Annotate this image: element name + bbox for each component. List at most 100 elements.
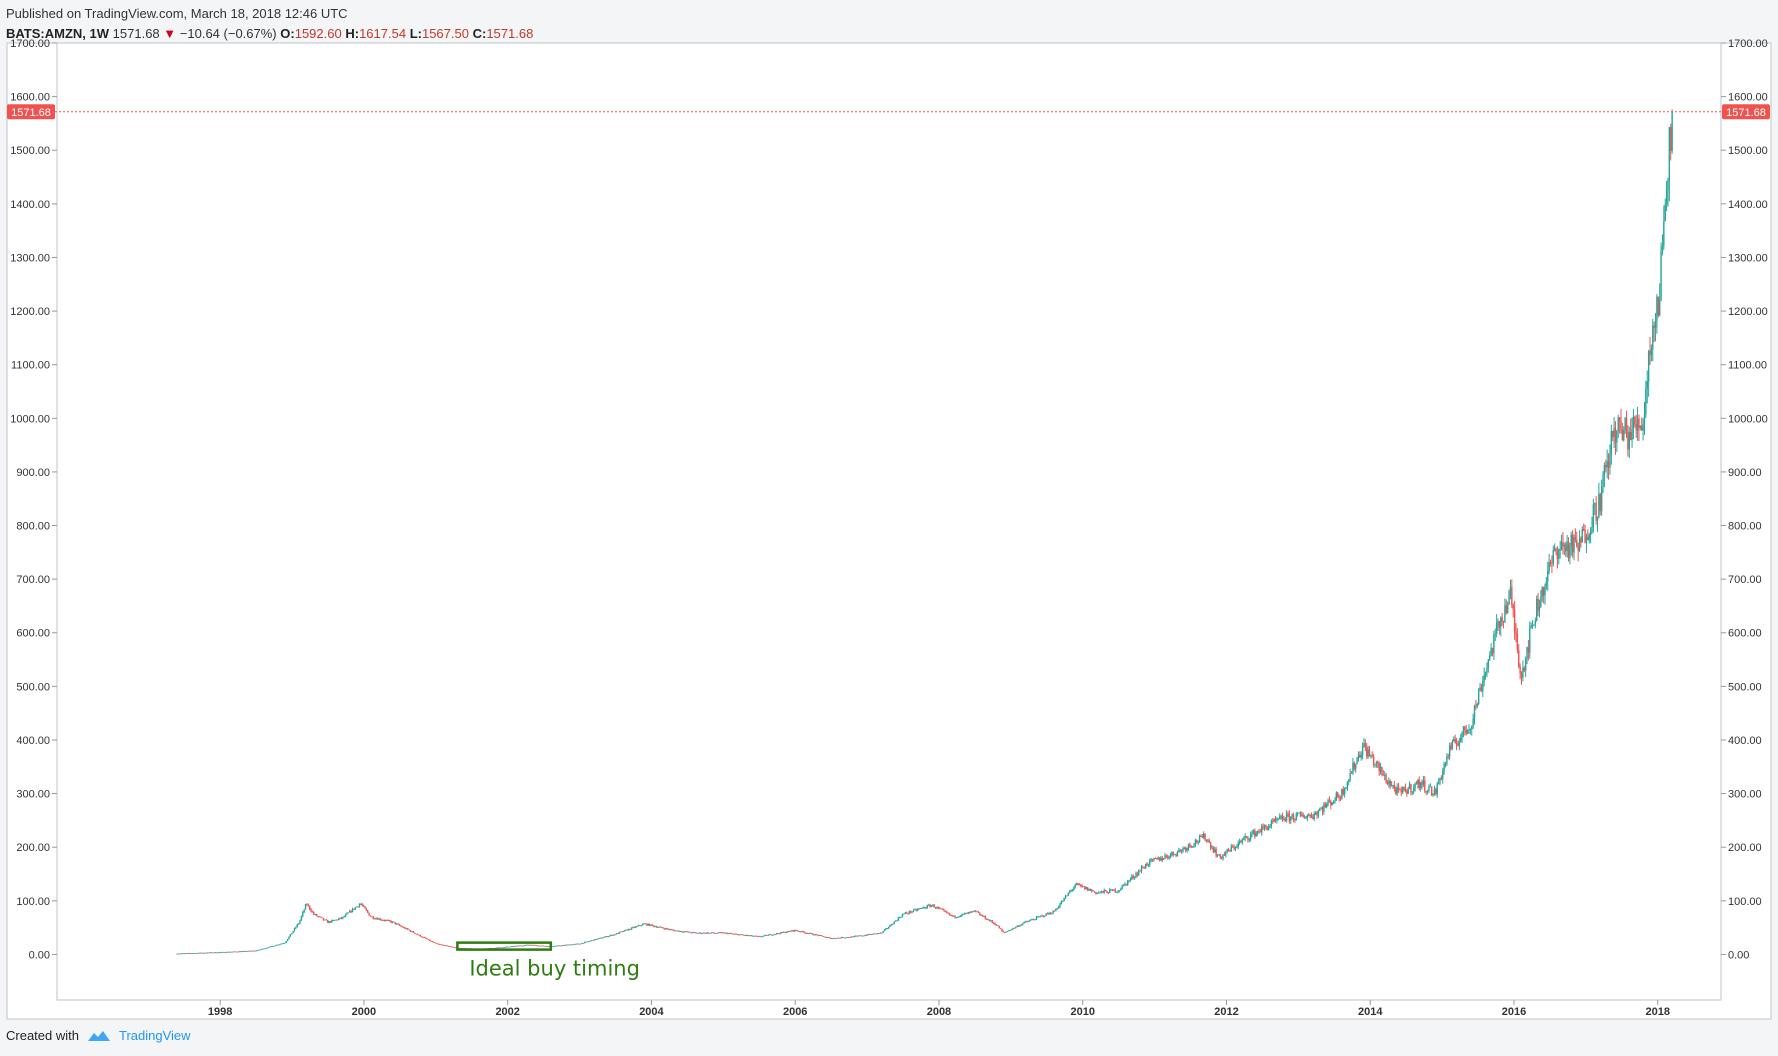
candle-body [1413, 787, 1415, 792]
candle-body [807, 933, 810, 935]
candle-body [1277, 819, 1280, 820]
candle-body [781, 932, 783, 933]
tradingview-link[interactable]: TradingView [118, 1028, 191, 1043]
candle-body [1292, 814, 1295, 820]
candle-body [712, 932, 714, 934]
candle-body [1533, 624, 1535, 626]
candle-body [1636, 418, 1639, 431]
candle-body [589, 940, 591, 942]
candle-body [1230, 846, 1233, 852]
candle-body [1498, 621, 1501, 628]
candle-body [304, 904, 307, 910]
candle-body [1191, 846, 1194, 848]
candle-body [655, 926, 658, 928]
candle-body [1506, 604, 1509, 614]
y-axis-right[interactable]: 1700.00 1600.00 1500.00 1400.00 1300.00 1200.… [1721, 38, 1768, 961]
down-arrow-icon: ▼ [163, 26, 177, 41]
candle-body [1455, 742, 1458, 745]
candle-body [1229, 850, 1231, 852]
candle-body [1178, 849, 1180, 852]
candle-body [890, 924, 893, 926]
candle-body [608, 935, 611, 937]
candle-body [270, 946, 272, 948]
candle-body [818, 935, 821, 936]
candle-body [314, 914, 316, 915]
candle-body [414, 932, 416, 934]
candle-body [737, 934, 739, 936]
candle-body [592, 940, 594, 942]
candle-body [1348, 779, 1350, 782]
candle-body [1401, 786, 1404, 793]
candle-body [1368, 749, 1371, 756]
y-tick-right: 1000.00 [1728, 413, 1768, 425]
candle-body [1623, 429, 1625, 441]
ideal-buy-annotation-box[interactable] [456, 941, 553, 951]
candle-body [777, 933, 779, 935]
candle-body [438, 944, 441, 945]
candle-body [853, 936, 855, 938]
candle-body [753, 935, 756, 937]
candle-body [286, 939, 289, 942]
candle-body [1432, 794, 1434, 796]
price-chart[interactable]: 1700.00 1600.00 1500.00 1400.00 1300.00 1200.… [0, 0, 1778, 1020]
candle-body [1652, 325, 1654, 350]
ideal-buy-annotation-text[interactable]: Ideal buy timing [469, 957, 640, 981]
candle-body [759, 936, 761, 938]
candle-body [408, 929, 410, 931]
y-tick-right: 1400.00 [1728, 199, 1768, 211]
candle-body [1328, 800, 1331, 802]
candle-body [1306, 815, 1309, 818]
candle-body [912, 909, 915, 912]
candle-body [1425, 791, 1427, 793]
candle-body [941, 909, 944, 910]
candle-body [1227, 849, 1230, 851]
candle-body [785, 932, 788, 934]
candle-body [1471, 726, 1473, 730]
candle-body [367, 910, 369, 913]
candle-body [1012, 927, 1014, 930]
candle-body [1113, 889, 1115, 891]
candle-body [1629, 432, 1632, 441]
symbol-label[interactable]: BATS:AMZN, 1W [6, 26, 110, 41]
candle-body [375, 918, 377, 920]
y-axis-left[interactable]: 1700.00 1600.00 1500.00 1400.00 1300.00 1200.… [10, 38, 57, 961]
candle-body [187, 953, 189, 954]
candle-body [263, 948, 265, 950]
candle-body [300, 916, 303, 921]
candle-body [907, 913, 909, 915]
plot-area[interactable] [56, 42, 1722, 1001]
candle-body [1308, 814, 1310, 816]
candle-body [404, 927, 406, 929]
candle-body [621, 931, 623, 933]
candle-body [986, 918, 988, 920]
candle-body [1223, 854, 1226, 856]
candle-body [1220, 857, 1223, 859]
candle-body [894, 920, 897, 922]
candle-body [1411, 791, 1414, 793]
candle-body [390, 921, 392, 923]
candle-body [393, 921, 395, 923]
candle-body [343, 916, 345, 918]
candle-body [1153, 858, 1155, 860]
candle-body [1511, 587, 1513, 605]
candle-body [803, 931, 806, 933]
candle-body [671, 929, 673, 931]
candle-body [527, 944, 529, 946]
candle-body [869, 934, 872, 935]
candlestick-series[interactable] [176, 109, 1673, 955]
candle-body [1345, 788, 1347, 790]
candle-body [1429, 786, 1432, 788]
candle-body [893, 921, 895, 925]
candle-body [607, 936, 609, 938]
candle-body [1331, 802, 1333, 806]
x-axis[interactable]: 1998 2000 2002 2004 2006 2008 2010 2012 2014 2016… [208, 1000, 1670, 1018]
price-change: −10.64 (−0.67%) [179, 26, 277, 41]
tradingview-logo-icon[interactable] [87, 1029, 111, 1043]
candle-body [1247, 836, 1249, 840]
candle-body [835, 938, 837, 940]
candle-body [1157, 857, 1159, 860]
candle-body [1407, 788, 1409, 794]
candle-body [429, 939, 431, 941]
candle-body [1251, 833, 1253, 835]
y-tick-right: 100.00 [1728, 896, 1762, 908]
